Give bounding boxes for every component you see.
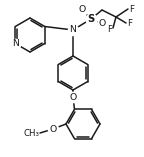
Text: S: S xyxy=(87,14,95,24)
Text: O: O xyxy=(69,92,77,101)
Text: F: F xyxy=(107,24,112,33)
Text: CH₃: CH₃ xyxy=(24,128,40,138)
Text: F: F xyxy=(127,19,132,27)
Text: N: N xyxy=(70,25,76,35)
Text: O: O xyxy=(98,19,106,29)
Text: O: O xyxy=(78,5,86,14)
Text: N: N xyxy=(12,39,19,48)
Text: O: O xyxy=(49,125,57,133)
Text: F: F xyxy=(129,5,134,14)
